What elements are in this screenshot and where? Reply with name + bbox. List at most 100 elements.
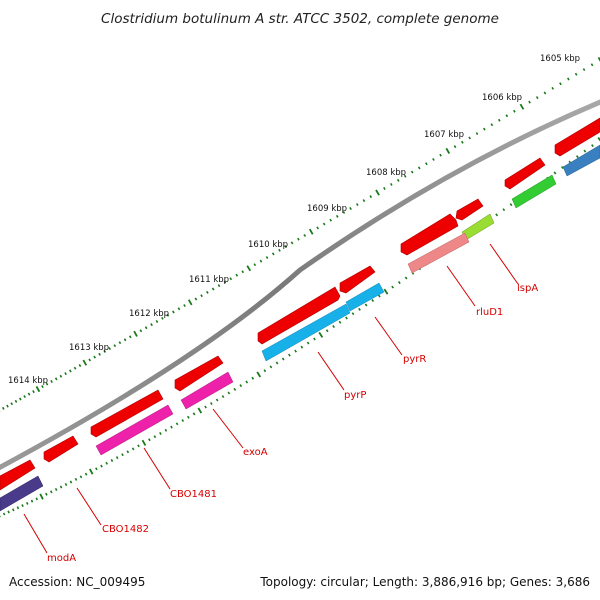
minor-tick [349,206,352,211]
minor-tick [69,480,73,484]
gene-label-pyrR[interactable]: pyrR [403,354,426,365]
gene-label-modA[interactable]: modA [47,553,76,564]
minor-tick [396,178,400,182]
tick-track [0,56,600,412]
minor-tick [64,372,67,376]
cog-bar-CBO1481[interactable] [95,404,174,456]
minor-tick [432,157,435,161]
minor-tick [468,136,471,140]
cog-bar-pyrP[interactable] [261,303,351,362]
minor-tick [551,86,554,90]
gene-arrow-CBO1482-fwd[interactable] [43,435,79,463]
minor-tick [183,304,186,308]
minor-tick [265,256,269,260]
gene-label-exoA[interactable]: exoA [243,447,268,458]
gene-arrow-rluD1-fwd[interactable] [400,213,459,256]
minor-tick [567,77,570,81]
gene-arrow-CBO1481-fwd[interactable] [90,389,164,438]
minor-tick [32,390,35,394]
major-tick [597,56,600,62]
minor-tick [100,464,103,468]
minor-tick [25,501,29,505]
minor-tick [194,297,198,301]
minor-tick [364,303,368,307]
tick-label-1608: 1608 kbp [366,168,406,178]
gene-label-pyrP[interactable]: pyrP [344,390,366,401]
cog-bar-lspA[interactable] [461,213,495,241]
minor-tick [574,72,578,76]
gene-label-CBO1481[interactable]: CBO1481 [170,489,217,500]
minor-tick [166,313,170,317]
leader-modA [23,513,48,554]
minor-tick [139,329,143,333]
gene-arrow-pyrR-fwd[interactable] [339,265,376,294]
gene-label-CBO1482[interactable]: CBO1482 [102,524,149,535]
minor-tick [159,432,162,435]
minor-tick [11,508,15,512]
major-tick [445,147,451,154]
gene-label-lspA[interactable]: lspA [517,283,538,294]
tick-label-1609: 1609 kbp [307,204,347,214]
minor-tick [113,344,117,348]
major-tick [82,359,88,366]
minor-tick [582,68,586,72]
minor-tick [223,280,227,284]
minor-tick [88,358,91,362]
minor-tick [95,467,98,471]
major-tick [308,228,314,235]
minor-tick [187,415,190,419]
minor-tick [417,166,421,170]
minor-tick [502,208,506,212]
major-tick [35,386,41,393]
gene-arrow-pyrP-fwd[interactable] [257,286,341,345]
cog-bar-right2[interactable] [511,174,557,209]
minor-tick [329,218,333,222]
leader-pyrP [317,351,345,391]
cog-bar-rluD1[interactable] [407,232,470,274]
tick-label-1613: 1613 kbp [69,343,109,353]
minor-tick [300,345,304,349]
minor-tick [342,211,346,214]
cog-bar-pyrR[interactable] [345,282,385,312]
minor-tick [371,299,375,303]
minor-tick [284,245,288,249]
minor-tick [495,213,499,217]
minor-tick [325,329,329,333]
minor-tick [271,252,275,256]
cog-bar-right1[interactable] [562,144,600,177]
gene-label-rluD1[interactable]: rluD1 [476,307,503,318]
minor-tick [128,335,132,339]
minor-tick [10,402,13,406]
gene-arrow-lspA-fwd[interactable] [455,198,484,221]
minor-tick [590,63,594,67]
gene-arrow-modA-fwd[interactable] [0,459,36,491]
minor-tick [290,241,294,245]
minor-tick [170,425,173,429]
minor-tick [383,187,386,190]
minor-tick [439,153,442,157]
minor-tick [7,510,10,514]
minor-tick [377,294,381,298]
minor-tick [121,453,124,457]
minor-tick [509,203,513,207]
minor-tick [498,118,501,122]
minor-tick [332,325,335,329]
label-leaders [23,243,519,554]
gene-arrow-right1-fwd[interactable] [554,117,600,157]
major-tick [187,299,193,306]
minor-tick [105,461,109,465]
minor-tick [64,483,68,486]
minor-tick [591,144,594,148]
gene-arrow-right2-fwd[interactable] [504,157,546,190]
cog-bar-modA[interactable] [0,475,44,512]
cog-bar-exoA[interactable] [180,371,234,410]
tick-label-1606: 1606 kbp [482,93,522,103]
tick-label-1614: 1614 kbp [8,376,48,386]
minor-tick [59,485,63,489]
major-tick [39,493,44,500]
gene-arrow-exoA-fwd[interactable] [174,355,224,392]
minor-tick [513,109,516,113]
minor-tick [41,385,44,389]
minor-tick [192,412,196,416]
minor-tick [59,374,63,378]
